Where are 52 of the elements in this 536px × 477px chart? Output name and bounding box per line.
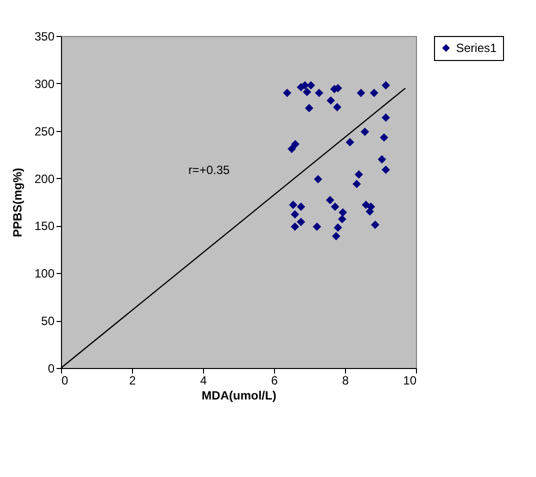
x-tick-label: 4 xyxy=(200,374,208,388)
point xyxy=(330,202,340,211)
point xyxy=(332,232,340,240)
point xyxy=(382,113,390,122)
point xyxy=(288,144,296,154)
point xyxy=(304,104,314,112)
point xyxy=(326,196,334,204)
point xyxy=(360,128,370,136)
point xyxy=(302,88,312,96)
x-tick-label: 10 xyxy=(403,374,417,388)
point xyxy=(356,88,366,98)
point xyxy=(312,222,322,231)
point xyxy=(346,138,354,146)
y-tick-label: 100 xyxy=(34,266,55,281)
point xyxy=(333,102,342,112)
y-axis-title: PPBS(mg%) xyxy=(10,168,24,238)
y-tick-label: 150 xyxy=(34,219,55,234)
point xyxy=(282,88,292,98)
y-tick-label: 200 xyxy=(34,172,55,186)
point xyxy=(338,214,346,224)
point xyxy=(314,175,322,184)
y-tick-label: 50 xyxy=(41,314,55,328)
point xyxy=(290,210,300,219)
point xyxy=(290,222,300,231)
point xyxy=(378,155,386,164)
y-tick-label: 300 xyxy=(34,76,55,91)
point xyxy=(291,140,300,148)
point xyxy=(314,88,324,98)
x-axis-title: MDA(umol/L) xyxy=(202,388,276,402)
y-tick-label: 0 xyxy=(48,362,55,376)
point xyxy=(326,96,335,105)
point xyxy=(370,220,380,229)
point xyxy=(382,81,390,90)
y-tick-label: 350 xyxy=(34,30,55,44)
point xyxy=(352,180,361,188)
point xyxy=(338,208,348,217)
point xyxy=(354,170,364,179)
x-tick-label: 8 xyxy=(342,374,350,388)
x-tick-label: 6 xyxy=(271,374,278,388)
point xyxy=(334,223,342,232)
point xyxy=(370,88,378,98)
annotation: r=+0.35 xyxy=(188,163,230,177)
point xyxy=(382,166,390,174)
point xyxy=(306,81,316,90)
x-tick-label: 2 xyxy=(129,374,136,388)
point xyxy=(296,202,306,211)
point xyxy=(296,218,306,226)
point xyxy=(288,200,298,210)
y-tick-label: 250 xyxy=(34,124,55,138)
point xyxy=(380,133,388,142)
x-tick-label: 0 xyxy=(62,374,68,388)
legend-label: Series1 xyxy=(456,41,498,55)
